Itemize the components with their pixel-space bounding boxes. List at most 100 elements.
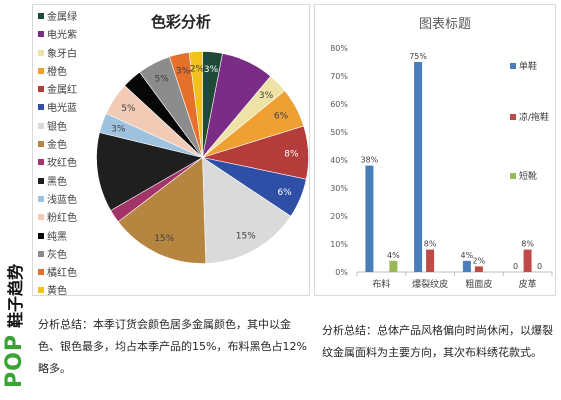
y-tick-label-3: 20% — [330, 212, 348, 221]
bar-series2-cat3 — [474, 266, 483, 272]
bar-data-label-s2-c3: 2% — [473, 256, 486, 265]
category-label-4: 皮革 — [519, 278, 537, 290]
category-label-2: 爆裂纹皮 — [412, 278, 448, 290]
pie-data-label-7: 15% — [236, 231, 256, 241]
legend-swatch — [38, 232, 44, 239]
y-tick-label-7: 60% — [330, 100, 348, 109]
bar-data-label-s1-c4: 0 — [513, 262, 518, 271]
pie-data-label-1: 3% — [204, 65, 219, 75]
pie-legend-item-10: 黑色 — [38, 174, 77, 192]
y-tick-label-8: 70% — [330, 72, 348, 81]
bar-data-label-s1-c1: 38% — [361, 156, 379, 165]
bar-data-label-s1-c2: 75% — [409, 52, 427, 61]
brand-logo: POP 鞋子趋势 — [0, 244, 30, 388]
brand-logo-text: POP 鞋子趋势 — [0, 244, 30, 388]
bar-data-label-s2-c2: 8% — [424, 240, 437, 249]
legend-label: 橘红色 — [47, 268, 77, 280]
pie-legend-item-6: 电光蓝 — [38, 100, 77, 118]
bar-chart-title: 图表标题 — [418, 17, 471, 32]
legend-label: 橙色 — [47, 66, 67, 78]
bar-series1-cat3 — [462, 260, 471, 272]
bar-legend-swatch-1 — [510, 63, 516, 69]
legend-swatch — [38, 31, 44, 38]
summary-line: 略多。 — [38, 362, 71, 375]
legend-swatch — [38, 287, 44, 294]
bar-legend-label-3: 短靴 — [519, 170, 537, 182]
legend-swatch — [38, 195, 44, 202]
legend-swatch — [38, 269, 44, 276]
logo-name: 鞋子趋势 — [6, 264, 25, 329]
legend-label: 金属红 — [47, 85, 77, 97]
bar-data-label-s3-c1: 4% — [387, 251, 400, 260]
legend-label: 电光紫 — [47, 30, 77, 42]
bar-series2-cat4 — [523, 249, 532, 272]
legend-swatch — [38, 86, 44, 93]
pie-data-label-15: 3% — [176, 67, 191, 77]
legend-label: 灰色 — [47, 249, 67, 261]
pie-slice-16 — [188, 51, 203, 158]
legend-label: 象牙白 — [47, 48, 77, 60]
pie-legend-item-4: 橙色 — [38, 64, 77, 82]
bar-legend-label-2: 凉/拖鞋 — [519, 111, 549, 123]
bar-data-label-s1-c3: 4% — [461, 251, 474, 260]
bar-legend-label-1: 单鞋 — [519, 60, 537, 72]
legend-label: 银色 — [47, 121, 67, 133]
bar-legend-swatch-2 — [510, 114, 516, 120]
legend-label: 玫红色 — [47, 158, 77, 170]
legend-swatch — [38, 104, 44, 111]
pie-legend-item-12: 粉红色 — [38, 210, 77, 228]
bar-data-label-s3-c4: 0 — [537, 262, 542, 271]
category-label-1: 布料 — [372, 278, 390, 290]
pie-legend-item-7: 银色 — [38, 119, 77, 137]
legend-label: 纯黑 — [47, 231, 67, 243]
y-tick-label-9: 80% — [330, 44, 348, 53]
summary-line: 纹金属面料为主要方向，其次布料绣花款式。 — [322, 346, 542, 359]
pie-data-label-14: 5% — [155, 74, 170, 84]
pie-legend-item-5: 金属红 — [38, 82, 77, 100]
pie-chart-title: 色彩分析 — [150, 13, 211, 31]
pie-legend: 金属绿电光紫象牙白橙色金属红电光蓝银色金色玫红色黑色浅蓝色粉红色纯黑灰色橘红色黄… — [38, 9, 77, 302]
y-tick-label-2: 10% — [330, 240, 348, 249]
pie-slice-10 — [96, 132, 204, 211]
legend-swatch — [38, 177, 44, 184]
bar-series1-cat1 — [365, 165, 374, 272]
legend-swatch — [38, 214, 44, 221]
y-tick-label-1: 0% — [335, 268, 348, 277]
summary-line: 色、银色最多，均占本季产品的15%，布料黑色占12% — [38, 340, 307, 353]
pie-legend-item-14: 灰色 — [38, 247, 77, 265]
pie-data-label-3: 3% — [259, 91, 274, 101]
bar-series3-cat1 — [389, 260, 398, 272]
pie-slice-7 — [202, 156, 292, 264]
legend-label: 金色 — [47, 140, 67, 152]
pie-data-label-6: 6% — [277, 188, 292, 198]
legend-label: 浅蓝色 — [47, 194, 77, 206]
y-tick-label-6: 50% — [330, 128, 348, 137]
pie-chart: 3%3%6%8%6%15%15%3%5%5%3% 2% — [96, 51, 309, 264]
summary-line: 分析总结：总体产品风格偏向时尚休闲，以爆裂 — [322, 324, 553, 337]
legend-swatch — [38, 67, 44, 74]
y-tick-label-5: 40% — [330, 156, 348, 165]
material-analysis-summary: 分析总结：总体产品风格偏向时尚休闲，以爆裂 纹金属面料为主要方向，其次布料绣花款… — [322, 320, 553, 364]
bar-series2-cat2 — [426, 249, 435, 272]
pie-data-label-16: 2% — [190, 65, 205, 75]
color-analysis-summary: 分析总结：本季订货会颜色居多金属颜色，其中以金 色、银色最多，均占本季产品的15… — [38, 314, 307, 380]
pie-slice-8 — [117, 156, 207, 264]
legend-label: 黄色 — [47, 286, 67, 298]
bar-chart: 0% 10% 20% 30% 40% 50% 60% 70% 80% 布料 爆裂纹皮 粗面皮 皮革 38%… — [330, 44, 553, 290]
pie-legend-item-9: 玫红色 — [38, 155, 77, 173]
legend-swatch — [38, 250, 44, 257]
legend-swatch — [38, 141, 44, 148]
pie-legend-item-8: 金色 — [38, 137, 77, 155]
bar-chart-panel: 图表标题 0% 10% 20% 30% 40% 50% 60% 70% 80% 布料 爆裂纹皮 粗面皮… — [314, 4, 556, 296]
bar-data-label-s2-c4: 8% — [521, 240, 534, 249]
pie-data-label-4: 6% — [274, 111, 289, 121]
pie-data-label-11: 3% — [111, 124, 126, 134]
pie-legend-item-3: 象牙白 — [38, 46, 77, 64]
legend-label: 电光蓝 — [47, 103, 77, 115]
y-tick-label-4: 30% — [330, 184, 348, 193]
legend-label: 金属绿 — [47, 12, 77, 23]
pie-data-label-12: 5% — [121, 104, 136, 114]
legend-swatch — [38, 13, 44, 19]
pie-legend-item-1: 金属绿 — [38, 9, 77, 27]
legend-swatch — [38, 49, 44, 56]
